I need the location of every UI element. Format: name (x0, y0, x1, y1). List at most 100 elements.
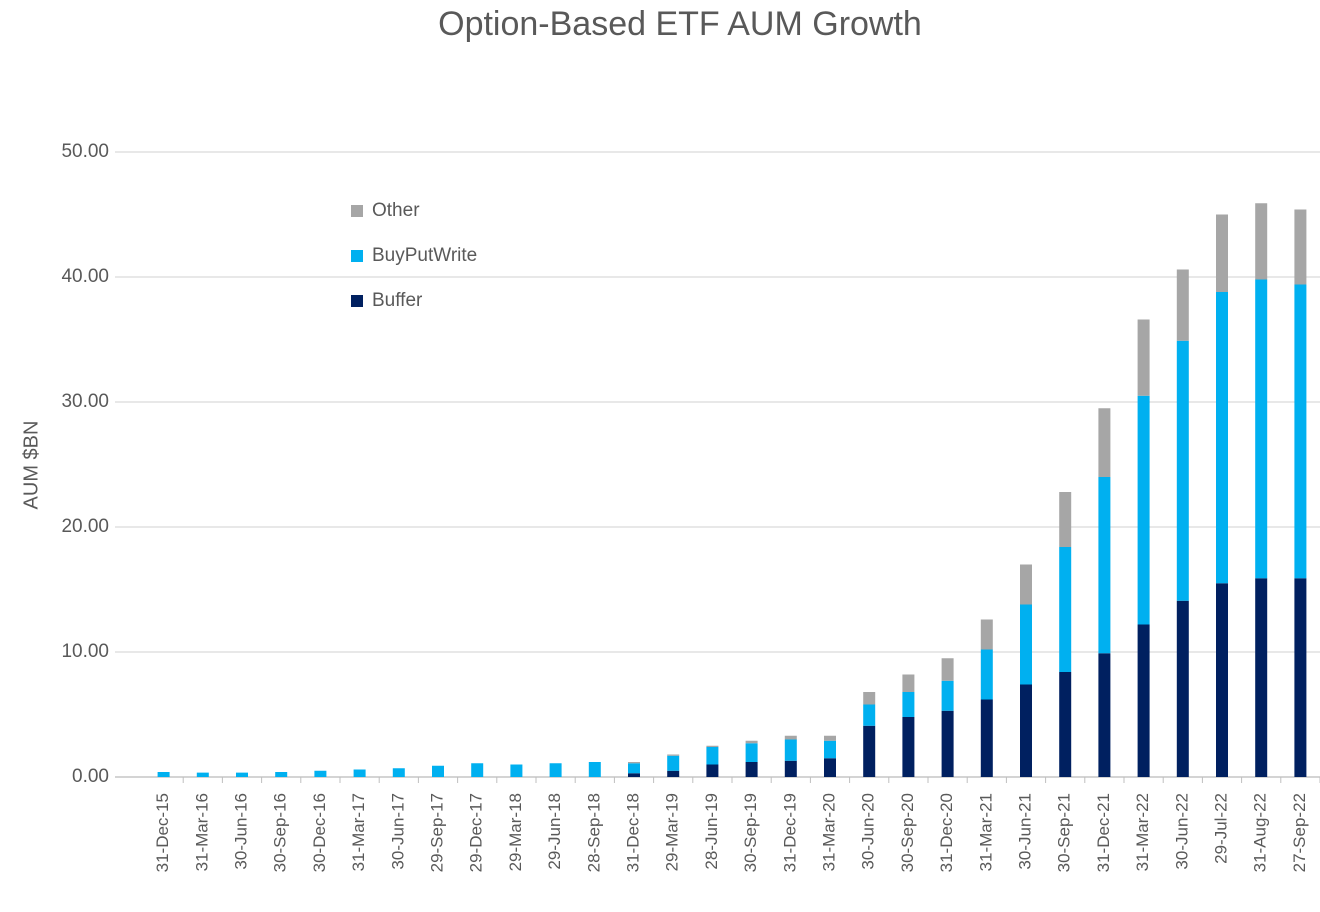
bar-segment (275, 772, 288, 777)
bar-segment (667, 755, 680, 771)
bar-segment (1137, 395, 1150, 625)
x-tick-label: 29-Jun-18 (545, 793, 564, 870)
x-tick-label: 27-Sep-22 (1290, 793, 1309, 872)
y-tick-label: 40.00 (61, 266, 109, 287)
bar-segment (824, 735, 836, 741)
bar-segment (1176, 600, 1189, 777)
x-tick-label: 31-Mar-17 (349, 793, 368, 871)
chart-title: Option-Based ETF AUM Growth (438, 5, 922, 43)
bar-segment (1137, 319, 1150, 396)
bar-segment (863, 725, 876, 777)
bar-segment (1098, 477, 1111, 654)
y-axis-label: AUM $BN (20, 421, 42, 510)
x-tick-label: 30-Jun-21 (1015, 793, 1034, 870)
x-tick-label: 31-Dec-18 (623, 793, 642, 872)
bar-segment (706, 764, 719, 777)
y-tick-label: 50.00 (61, 141, 109, 162)
bar-segment (549, 763, 562, 777)
bar-segment (1059, 547, 1072, 672)
x-tick-label: 29-Jul-22 (1211, 793, 1230, 864)
bar-segment (1216, 214, 1228, 292)
x-tick-label: 30-Sep-21 (1055, 793, 1074, 872)
y-tick-label: 0.00 (72, 766, 109, 787)
bar-segment (784, 735, 797, 740)
bar-segment (1059, 492, 1072, 547)
bar-segment (863, 704, 876, 726)
bar-segment (784, 739, 797, 761)
x-tick-label: 31-Mar-22 (1133, 793, 1152, 871)
bar-segment (824, 740, 836, 759)
bar-segment (471, 763, 484, 777)
bar-segment (1255, 578, 1268, 777)
bar-segment (1294, 284, 1307, 579)
x-tick-label: 28-Jun-19 (702, 793, 721, 870)
bar-segment (1216, 292, 1228, 584)
bar-segment (941, 680, 954, 711)
x-tick-label: 30-Sep-20 (898, 793, 917, 872)
bar-segment (1255, 279, 1268, 579)
bar-segment (314, 770, 327, 777)
x-tick-label: 30-Jun-20 (859, 793, 878, 870)
bar-segment (157, 772, 170, 777)
x-tick-label: 31-Mar-16 (192, 793, 211, 871)
legend-label: Other (372, 200, 420, 221)
bar-segment (1098, 653, 1111, 777)
bar-segment (1294, 209, 1307, 285)
y-tick-label: 30.00 (61, 391, 109, 412)
x-tick-label: 29-Sep-17 (427, 793, 446, 872)
x-tick-label: 30-Dec-16 (310, 793, 329, 872)
bar-segment (667, 770, 680, 777)
legend-swatch (351, 295, 363, 307)
x-tick-label: 30-Jun-17 (388, 793, 407, 870)
bar-segment (667, 754, 680, 756)
bar-segment (392, 768, 405, 777)
bar-segment (902, 717, 915, 777)
x-tick-label: 31-Dec-20 (937, 793, 956, 872)
x-tick-label: 31-Aug-22 (1251, 793, 1270, 872)
bar-segment (745, 762, 758, 777)
bar-segment (1176, 269, 1189, 341)
bar-segment (1020, 564, 1032, 605)
x-tick-label: 29-Dec-17 (467, 793, 486, 872)
bar-segment (902, 692, 915, 717)
x-tick-label: 31-Dec-15 (153, 793, 172, 872)
x-tick-label: 30-Jun-16 (231, 793, 250, 870)
bar-segment (824, 758, 836, 777)
bar-segment (1137, 624, 1150, 777)
x-tick-label: 30-Jun-22 (1172, 793, 1191, 870)
bar-segment (628, 763, 640, 774)
y-tick-label: 20.00 (61, 516, 109, 537)
bar-segment (628, 773, 640, 777)
bar-segment (902, 674, 915, 692)
legend-label: Buffer (372, 290, 423, 311)
bar-segment (628, 762, 640, 764)
bar-segment (941, 710, 954, 777)
x-tick-label: 29-Mar-19 (663, 793, 682, 871)
bar-segment (196, 772, 209, 777)
bar-segment (980, 699, 993, 777)
bar-segment (432, 765, 444, 777)
bar-segment (1020, 604, 1032, 685)
legend-label: BuyPutWrite (372, 245, 477, 266)
x-tick-label: 28-Sep-18 (584, 793, 603, 872)
bar-segment (745, 740, 758, 744)
x-tick-label: 31-Mar-20 (819, 793, 838, 871)
bar-segment (1216, 583, 1228, 777)
bar-segment (941, 658, 954, 681)
x-tick-label: 31-Dec-19 (780, 793, 799, 872)
bar-segment (353, 769, 366, 777)
legend-swatch (351, 250, 363, 262)
bar-segment (745, 743, 758, 762)
x-tick-label: 31-Dec-21 (1094, 793, 1113, 872)
bar-segment (706, 745, 719, 747)
bar-segment (1176, 340, 1189, 601)
bar-segment (1098, 408, 1111, 477)
bar-segment (1059, 672, 1072, 777)
bar-segment (980, 619, 993, 650)
bar-segment (1020, 684, 1032, 777)
bar-segment (863, 692, 876, 705)
bar-segment (1294, 578, 1307, 777)
legend-swatch (351, 205, 363, 217)
bar-segment (706, 747, 719, 765)
